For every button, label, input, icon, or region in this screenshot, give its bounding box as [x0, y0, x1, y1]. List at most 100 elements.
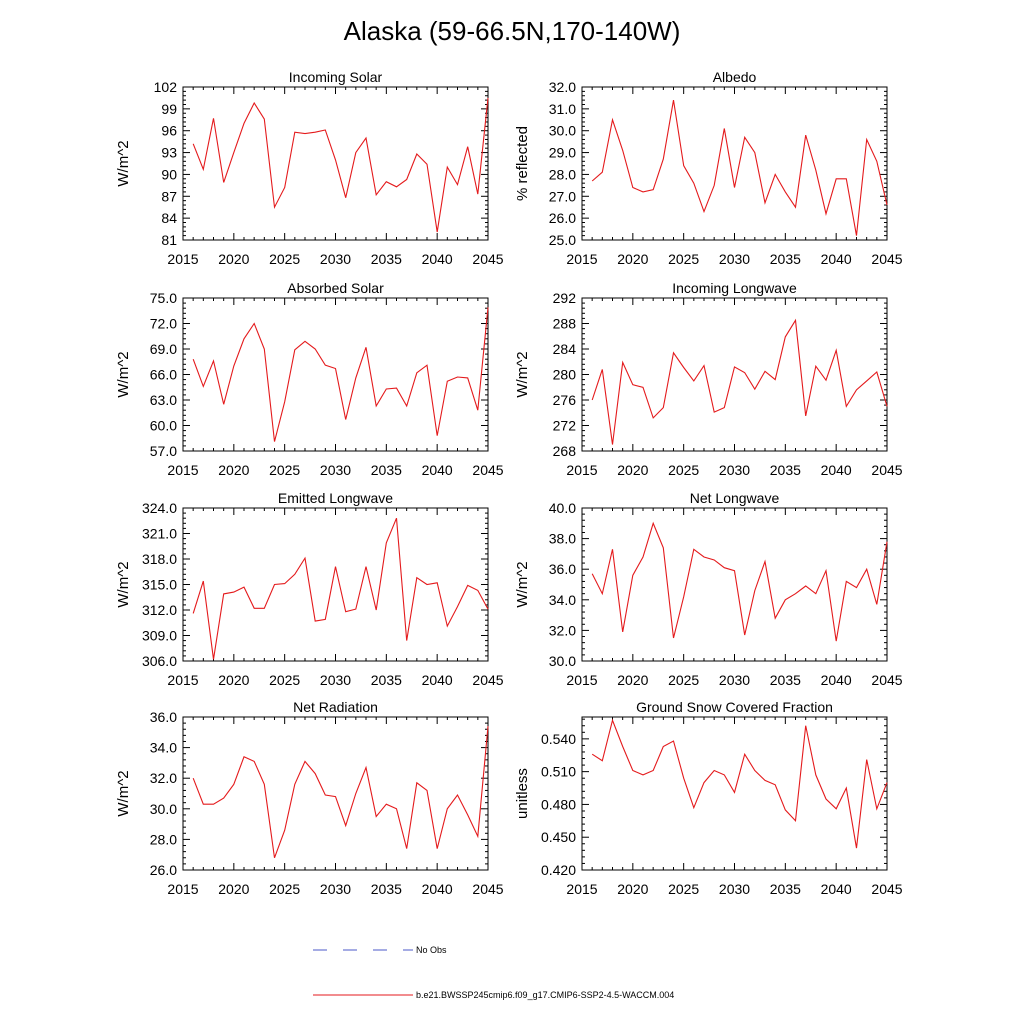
panel-1: Albedo % reflected 2015 2020 2025 2030 2035 204…: [514, 69, 903, 267]
y-tick-label: 36.0: [549, 561, 576, 577]
y-tick-label: 99: [161, 101, 177, 117]
panels: Incoming Solar W/m^2 2015 2020 2025 2030 2035 2…: [115, 69, 903, 897]
x-tick-label: 2045: [472, 462, 503, 478]
x-tick-label: 2025: [668, 881, 699, 897]
x-tick-label: 2040: [821, 672, 852, 688]
legend-obs-label: No Obs: [416, 945, 447, 955]
series-line: [192, 307, 489, 442]
x-tick-label: 2030: [320, 462, 351, 478]
y-tick-label: 36.0: [150, 709, 177, 725]
y-axis-label: W/m^2: [115, 770, 132, 816]
y-tick-label: 306.0: [142, 653, 177, 669]
x-tick-label: 2030: [320, 881, 351, 897]
panel-2: Absorbed Solar W/m^2 2015 2020 2025 2030 2035 2…: [115, 280, 504, 478]
y-tick-label: 96: [161, 123, 177, 139]
x-tick-label: 2035: [371, 672, 402, 688]
panel-title: Emitted Longwave: [278, 490, 393, 506]
y-tick-label: 321.0: [142, 526, 177, 542]
x-tick-label: 2040: [422, 881, 453, 897]
x-tick-label: 2040: [821, 881, 852, 897]
y-tick-label: 268: [553, 443, 577, 459]
panel-6: Net Radiation W/m^2 2015 2020 2025 2030 2035 20…: [115, 699, 504, 897]
x-tick-label: 2045: [871, 462, 902, 478]
legend: No Obs b.e21.BWSSP245cmip6.f09_g17.CMIP6…: [313, 945, 674, 1000]
plot-frame: [182, 86, 489, 241]
x-tick-label: 2045: [871, 251, 902, 267]
y-tick-label: 288: [553, 316, 577, 332]
y-tick-label: 26.0: [150, 862, 177, 878]
series-line: [591, 521, 888, 642]
x-tick-label: 2030: [320, 251, 351, 267]
series-line: [192, 517, 489, 660]
x-tick-label: 2045: [871, 672, 902, 688]
y-tick-label: 32.0: [549, 79, 576, 95]
x-tick-label: 2025: [668, 672, 699, 688]
panel-title: Incoming Longwave: [672, 280, 797, 296]
series-line: [591, 100, 888, 236]
plot-frame: [581, 716, 888, 871]
x-tick-label: 2035: [770, 672, 801, 688]
x-tick-label: 2025: [668, 462, 699, 478]
panel-title: Absorbed Solar: [287, 280, 384, 296]
y-tick-label: 28.0: [549, 166, 576, 182]
y-tick-label: 72.0: [150, 316, 177, 332]
y-tick-label: 284: [553, 341, 577, 357]
plot-frame: [581, 86, 888, 241]
x-tick-label: 2045: [472, 672, 503, 688]
plot-frame: [581, 507, 888, 662]
x-tick-label: 2035: [770, 462, 801, 478]
x-tick-label: 2030: [719, 462, 750, 478]
figure-title: Alaska (59-66.5N,170-140W): [344, 16, 681, 46]
x-tick-label: 2025: [269, 672, 300, 688]
x-tick-label: 2025: [269, 251, 300, 267]
x-tick-label: 2025: [668, 251, 699, 267]
y-tick-label: 32.0: [549, 622, 576, 638]
plot-frame: [182, 297, 489, 452]
x-tick-label: 2040: [821, 462, 852, 478]
series-line: [591, 718, 888, 849]
x-tick-label: 2040: [422, 672, 453, 688]
x-tick-label: 2030: [719, 881, 750, 897]
x-tick-label: 2020: [617, 672, 648, 688]
x-tick-label: 2040: [422, 462, 453, 478]
x-tick-label: 2035: [371, 462, 402, 478]
y-tick-label: 34.0: [549, 592, 576, 608]
x-tick-label: 2020: [218, 672, 249, 688]
y-tick-label: 292: [553, 290, 577, 306]
x-tick-label: 2015: [566, 881, 597, 897]
y-tick-label: 75.0: [150, 290, 177, 306]
y-tick-label: 93: [161, 145, 177, 161]
panel-4: Emitted Longwave W/m^2 2015 2020 2025 2030 203…: [115, 490, 504, 688]
x-tick-label: 2040: [422, 251, 453, 267]
y-tick-label: 69.0: [150, 341, 177, 357]
y-tick-label: 102: [154, 79, 178, 95]
x-tick-label: 2020: [617, 881, 648, 897]
x-tick-label: 2045: [871, 881, 902, 897]
panel-7: Ground Snow Covered Fraction unitless 2015…: [514, 699, 903, 897]
x-tick-label: 2025: [269, 462, 300, 478]
y-axis-label: unitless: [514, 768, 531, 819]
y-axis-label: % reflected: [514, 126, 531, 201]
y-axis-label: W/m^2: [514, 561, 531, 607]
y-tick-label: 27.0: [549, 188, 576, 204]
y-tick-label: 318.0: [142, 551, 177, 567]
panel-title: Net Longwave: [690, 490, 780, 506]
series-line: [192, 97, 489, 233]
y-tick-label: 63.0: [150, 392, 177, 408]
y-tick-label: 34.0: [150, 740, 177, 756]
y-tick-label: 38.0: [549, 531, 576, 547]
y-axis-label: W/m^2: [115, 140, 132, 186]
y-tick-label: 0.540: [541, 731, 576, 747]
x-tick-label: 2015: [566, 251, 597, 267]
y-tick-label: 0.480: [541, 796, 576, 812]
x-tick-label: 2015: [167, 251, 198, 267]
y-tick-label: 0.510: [541, 764, 576, 780]
x-tick-label: 2015: [167, 672, 198, 688]
x-tick-label: 2045: [472, 881, 503, 897]
y-tick-label: 30.0: [549, 123, 576, 139]
series-line: [591, 318, 888, 445]
x-tick-label: 2020: [218, 251, 249, 267]
x-tick-label: 2015: [566, 672, 597, 688]
x-tick-label: 2020: [617, 462, 648, 478]
